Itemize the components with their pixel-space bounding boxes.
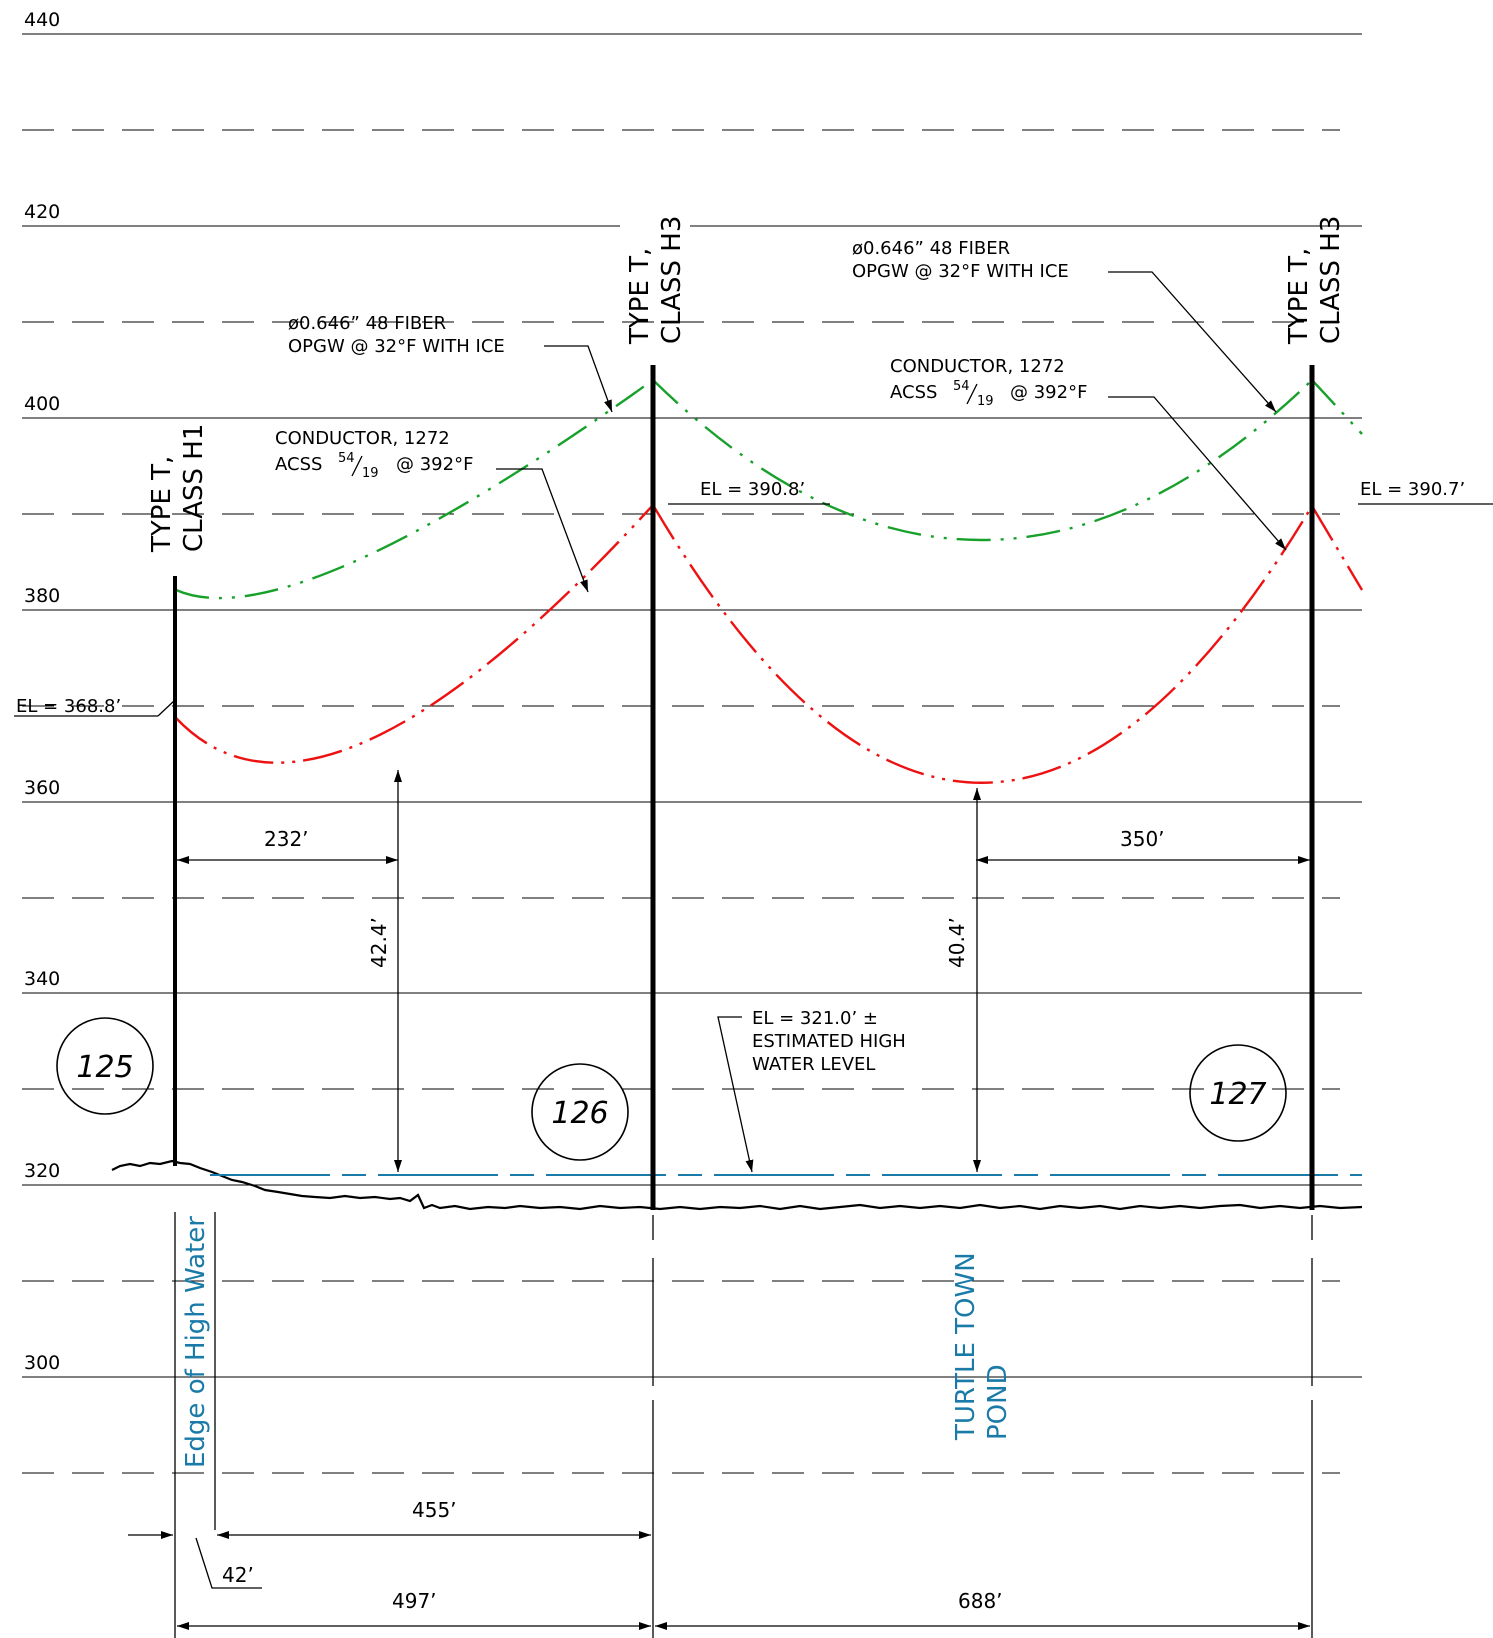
dim-455-label: 455’ bbox=[412, 1498, 457, 1522]
elevation-label-360: 360 bbox=[24, 777, 60, 799]
opgw-span-126-127 bbox=[652, 379, 1313, 542]
conductor-note-2-frac-num: 54 bbox=[953, 379, 970, 394]
conductor-note-1-frac-den: 19 bbox=[362, 466, 379, 481]
pole-125-type: TYPE T, bbox=[147, 456, 177, 553]
opgw-span-125-126 bbox=[175, 379, 654, 600]
conductor-note-1-temp: @ 392°F bbox=[396, 454, 473, 475]
poles bbox=[173, 365, 1315, 1210]
dim-40-4-label: 40.4’ bbox=[945, 917, 969, 968]
el-callout-127-text: EL = 390.7’ bbox=[1360, 479, 1465, 500]
conductor-note-1-line1: CONDUCTOR, 1272 bbox=[275, 428, 450, 449]
high-water-note: EL = 321.0’ ± ESTIMATED HIGH WATER LEVEL bbox=[717, 1008, 906, 1173]
pole-tag-126: 126 bbox=[531, 1063, 629, 1161]
elevation-label-340: 340 bbox=[24, 968, 60, 990]
elevation-label-400: 400 bbox=[24, 393, 60, 415]
pole-125-label: TYPE T, CLASS H1 bbox=[147, 424, 209, 553]
pole-126-type: TYPE T, bbox=[625, 248, 655, 345]
dimension-42: 42’ bbox=[128, 1531, 262, 1589]
dimension-42-4: 42.4’ bbox=[367, 770, 402, 1172]
conductor-note-2-temp: @ 392°F bbox=[1010, 382, 1087, 403]
dim-42-4-label: 42.4’ bbox=[367, 917, 391, 968]
pole-126-class: CLASS H3 bbox=[657, 216, 687, 344]
conductor-wires bbox=[175, 504, 1364, 784]
pole-tag-127-text: 127 bbox=[1209, 1077, 1266, 1112]
dim-497-label: 497’ bbox=[392, 1589, 437, 1613]
conductor-note-2-frac-den: 19 bbox=[977, 394, 994, 409]
pole-127-class: CLASS H3 bbox=[1316, 216, 1346, 344]
opgw-wires bbox=[175, 379, 1363, 600]
conductor-span-127-next bbox=[1310, 505, 1364, 591]
pole-tag-125-text: 125 bbox=[76, 1050, 133, 1085]
dimension-497: 497’ bbox=[177, 1589, 651, 1630]
elevation-grid bbox=[22, 33, 1362, 1378]
conductor-note-2-acss: ACSS bbox=[890, 382, 937, 403]
pond-label-line2: POND bbox=[983, 1364, 1013, 1440]
pole-extension-lines bbox=[174, 1212, 1313, 1638]
high-water-note-line1: EL = 321.0’ ± bbox=[752, 1008, 878, 1029]
pole-125-class: CLASS H1 bbox=[179, 424, 209, 552]
dimension-455: 455’ bbox=[217, 1498, 651, 1539]
conductor-note-1-acss: ACSS bbox=[275, 454, 322, 475]
el-callout-126: EL = 390.8’ bbox=[668, 479, 830, 505]
opgw-note-span1: ø0.646” 48 FIBER OPGW @ 32°F WITH ICE bbox=[288, 313, 613, 413]
dim-42-label: 42’ bbox=[222, 1563, 254, 1587]
opgw-note-1-line2: OPGW @ 32°F WITH ICE bbox=[288, 336, 505, 357]
opgw-note-2-line2: OPGW @ 32°F WITH ICE bbox=[852, 261, 1069, 282]
intermediate-grid bbox=[22, 129, 1340, 1474]
elevation-label-420: 420 bbox=[24, 201, 60, 223]
conductor-note-span2: CONDUCTOR, 1272 ACSS 54 19 @ 392°F bbox=[890, 356, 1287, 551]
dim-232-label: 232’ bbox=[264, 827, 309, 851]
edge-of-high-water-label: Edge of High Water bbox=[181, 1216, 211, 1468]
opgw-note-1-line1: ø0.646” 48 FIBER bbox=[288, 313, 446, 334]
pole-127-type: TYPE T, bbox=[1284, 248, 1314, 345]
pole-tag-126-text: 126 bbox=[551, 1096, 608, 1131]
elevation-label-440: 440 bbox=[24, 9, 60, 31]
opgw-span-127-next bbox=[1311, 379, 1363, 435]
conductor-note-2-line1: CONDUCTOR, 1272 bbox=[890, 356, 1065, 377]
elevation-labels: 440 420 400 380 360 340 320 300 bbox=[24, 9, 60, 1374]
conductor-note-span1: CONDUCTOR, 1272 ACSS 54 19 @ 392°F bbox=[275, 428, 589, 593]
opgw-note-2-line1: ø0.646” 48 FIBER bbox=[852, 238, 1010, 259]
opgw-note-span2: ø0.646” 48 FIBER OPGW @ 32°F WITH ICE bbox=[852, 238, 1277, 413]
pole-127-label: TYPE T, CLASS H3 bbox=[1284, 216, 1346, 345]
conductor-span-125-126 bbox=[175, 504, 654, 764]
el-callout-127: EL = 390.7’ bbox=[1358, 479, 1493, 505]
el-callout-125-text: EL = 368.8’ bbox=[16, 696, 121, 717]
dim-350-label: 350’ bbox=[1120, 827, 1165, 851]
dimension-688: 688’ bbox=[655, 1589, 1310, 1630]
high-water-note-line2: ESTIMATED HIGH bbox=[752, 1031, 906, 1052]
elevation-label-300: 300 bbox=[24, 1352, 60, 1374]
pole-tag-125: 125 bbox=[56, 1017, 154, 1115]
dimension-40-4: 40.4’ bbox=[945, 788, 981, 1172]
elevation-label-320: 320 bbox=[24, 1160, 60, 1182]
el-callout-125: EL = 368.8’ bbox=[14, 696, 176, 717]
elevation-label-380: 380 bbox=[24, 585, 60, 607]
dimension-232: 232’ bbox=[177, 827, 398, 864]
ground-profile bbox=[111, 1159, 1363, 1211]
conductor-span-126-127 bbox=[651, 504, 1314, 784]
pond-label-line1: TURTLE TOWN bbox=[951, 1252, 981, 1441]
high-water-note-line3: WATER LEVEL bbox=[752, 1054, 875, 1075]
conductor-note-1-frac-num: 54 bbox=[338, 451, 355, 466]
pole-tag-127: 127 bbox=[1189, 1044, 1287, 1142]
dim-688-label: 688’ bbox=[958, 1589, 1003, 1613]
el-callout-126-text: EL = 390.8’ bbox=[700, 479, 805, 500]
pole-126-label: TYPE T, CLASS H3 bbox=[625, 216, 687, 345]
dimension-350: 350’ bbox=[976, 827, 1310, 864]
